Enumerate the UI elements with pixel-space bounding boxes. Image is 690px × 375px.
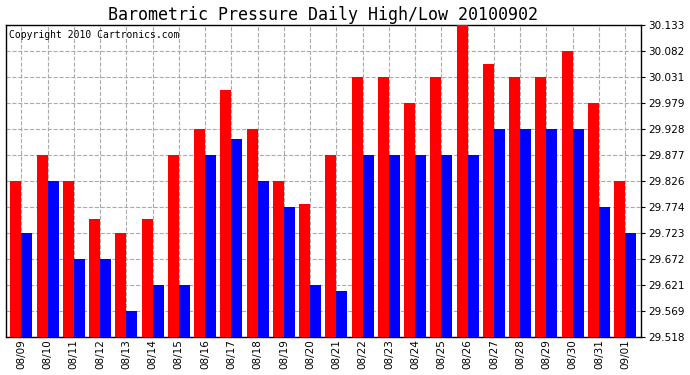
Bar <box>415 155 426 337</box>
Bar <box>220 90 231 337</box>
Bar <box>126 311 137 337</box>
Bar <box>494 129 505 337</box>
Bar <box>378 77 389 337</box>
Bar <box>457 25 468 337</box>
Bar <box>273 181 284 337</box>
Bar <box>10 181 21 337</box>
Bar <box>363 155 374 337</box>
Bar <box>614 181 625 337</box>
Bar <box>535 77 546 337</box>
Bar <box>389 155 400 337</box>
Bar <box>284 207 295 337</box>
Bar <box>625 233 636 337</box>
Bar <box>115 233 126 337</box>
Bar <box>337 291 348 337</box>
Bar <box>141 219 152 337</box>
Text: Copyright 2010 Cartronics.com: Copyright 2010 Cartronics.com <box>9 30 179 40</box>
Bar <box>442 155 453 337</box>
Bar <box>89 219 100 337</box>
Title: Barometric Pressure Daily High/Low 20100902: Barometric Pressure Daily High/Low 20100… <box>108 6 538 24</box>
Bar <box>588 103 599 337</box>
Bar <box>573 129 584 337</box>
Bar <box>63 181 74 337</box>
Bar <box>520 129 531 337</box>
Bar <box>246 129 257 337</box>
Bar <box>352 77 363 337</box>
Bar <box>468 155 479 337</box>
Bar <box>205 155 216 337</box>
Bar <box>326 155 337 337</box>
Bar <box>100 259 111 337</box>
Bar <box>509 77 520 337</box>
Bar <box>37 155 48 337</box>
Bar <box>74 259 85 337</box>
Bar <box>48 181 59 337</box>
Bar <box>194 129 205 337</box>
Bar <box>404 103 415 337</box>
Bar <box>168 155 179 337</box>
Bar <box>546 129 558 337</box>
Bar <box>483 64 494 337</box>
Bar <box>231 139 242 337</box>
Bar <box>257 181 268 337</box>
Bar <box>431 77 442 337</box>
Bar <box>152 285 164 337</box>
Bar <box>562 51 573 337</box>
Bar <box>599 207 610 337</box>
Bar <box>21 233 32 337</box>
Bar <box>310 285 321 337</box>
Bar <box>299 204 310 337</box>
Bar <box>179 285 190 337</box>
